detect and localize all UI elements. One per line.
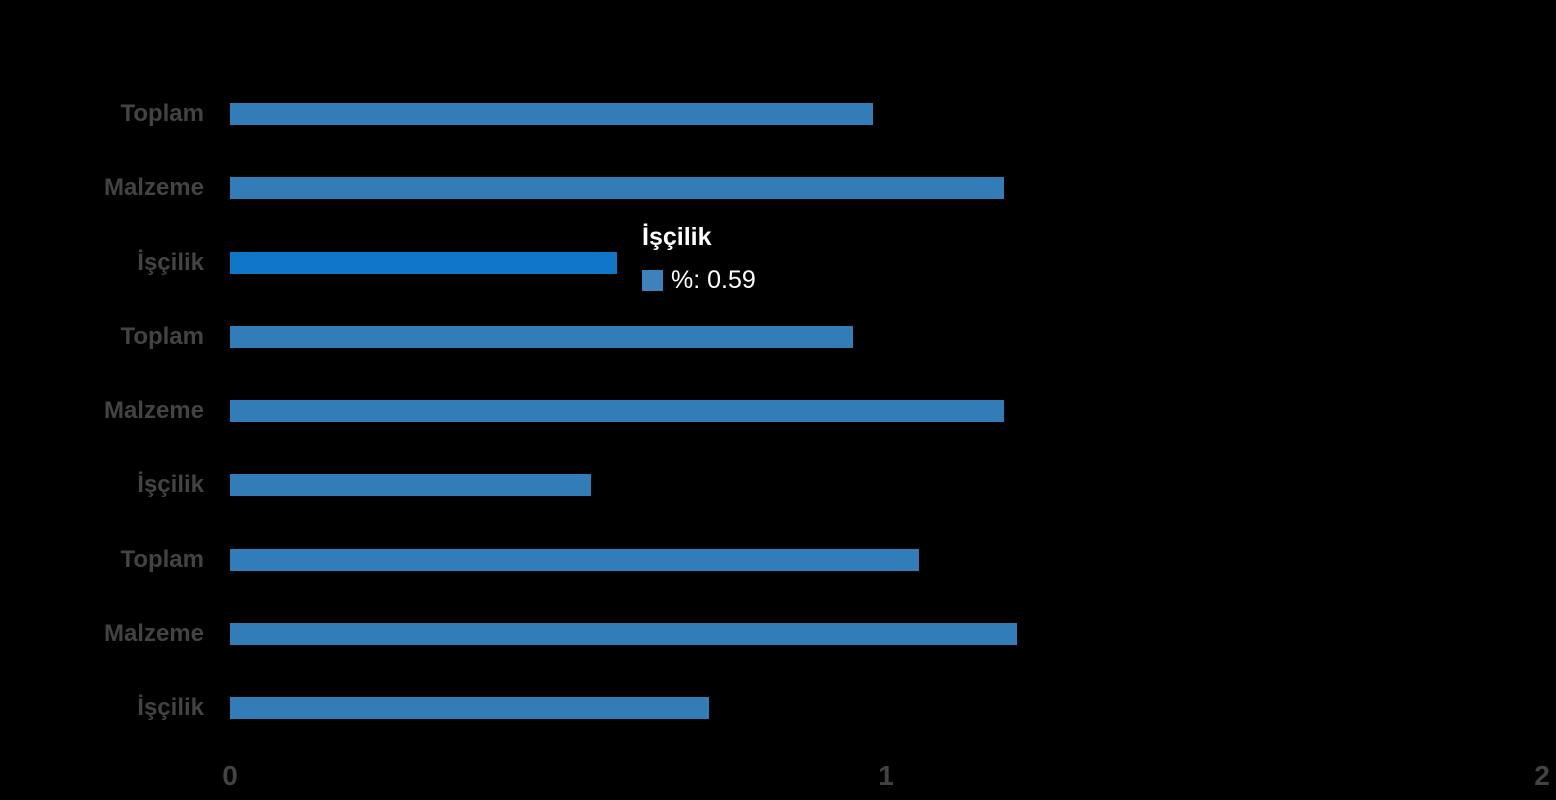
tooltip-title: İşçilik bbox=[642, 223, 712, 251]
bar[interactable] bbox=[230, 548, 919, 571]
category-label: Toplam bbox=[120, 545, 204, 573]
x-tick-label: 1 bbox=[878, 760, 894, 791]
bar[interactable] bbox=[230, 400, 1004, 422]
category-label: Toplam bbox=[120, 322, 204, 350]
bar[interactable] bbox=[230, 474, 591, 497]
category-label: Toplam bbox=[120, 100, 204, 127]
tooltip-series-swatch-icon bbox=[642, 269, 663, 291]
x-tick-label: 2 bbox=[1534, 760, 1550, 791]
bar[interactable] bbox=[230, 697, 709, 719]
tooltip-value-text: %: 0.59 bbox=[671, 266, 756, 294]
tooltip: İşçilik %: 0.59 bbox=[642, 222, 756, 294]
category-label: Malzeme bbox=[103, 397, 204, 424]
x-tick-label: 0 bbox=[222, 760, 238, 791]
category-label: İşçilik bbox=[137, 248, 204, 276]
bar[interactable] bbox=[230, 251, 617, 274]
category-label: Malzeme bbox=[103, 619, 204, 647]
bar[interactable] bbox=[230, 103, 873, 125]
bar[interactable] bbox=[230, 622, 1017, 645]
bar[interactable] bbox=[230, 177, 1004, 200]
category-label: Malzeme bbox=[103, 174, 204, 202]
tooltip-value-row: %: 0.59 bbox=[642, 266, 756, 294]
category-label: İşçilik bbox=[137, 694, 204, 721]
bar[interactable] bbox=[230, 325, 853, 348]
category-label: İşçilik bbox=[137, 471, 204, 499]
